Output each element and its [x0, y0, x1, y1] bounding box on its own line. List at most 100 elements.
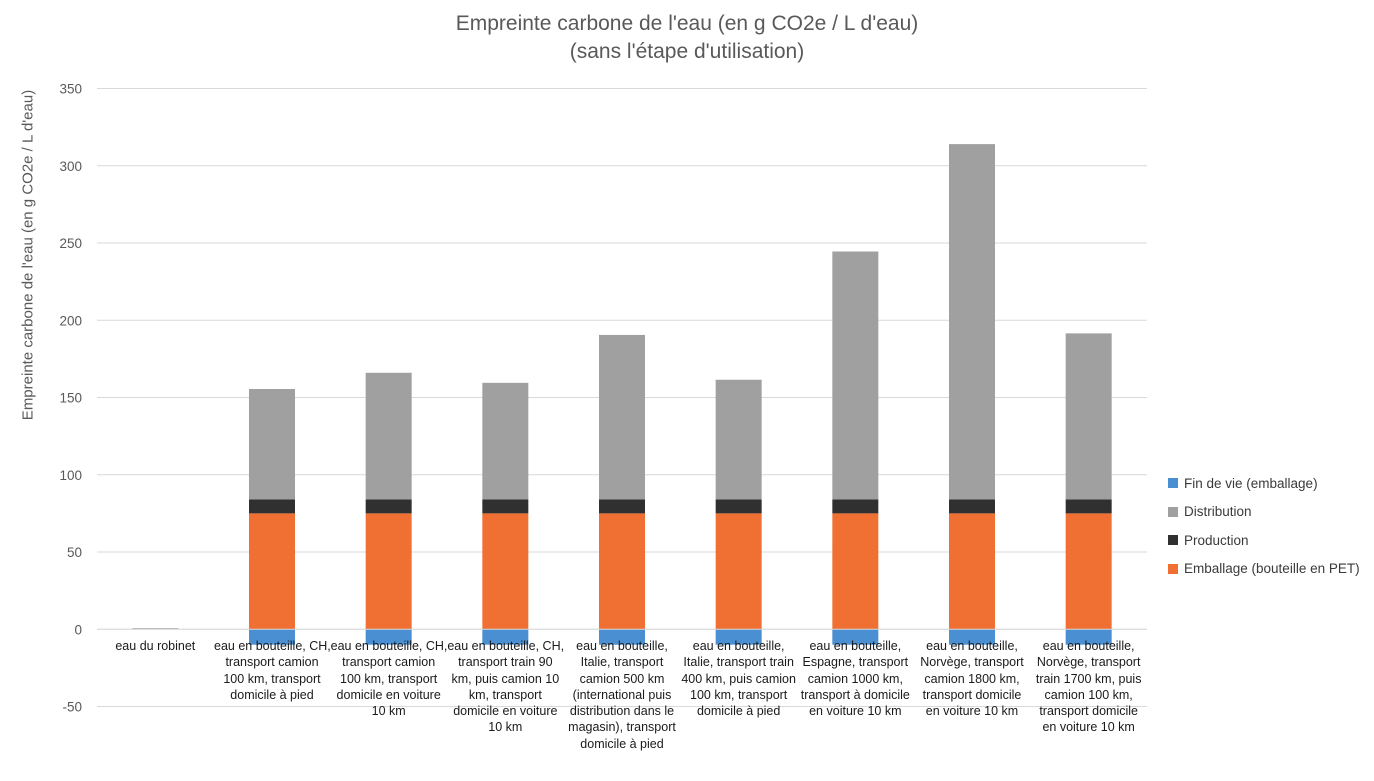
- legend: Fin de vie (emballage) Distribution Produc…: [1168, 469, 1360, 583]
- x-tick-label-line: camion 100 km,: [1044, 687, 1133, 702]
- x-tick-label: eau en bouteille, Norvège, transport camio…: [914, 638, 1030, 719]
- x-tick-label-line: transport domicile: [922, 687, 1022, 702]
- x-tick-label-line: en voiture 10 km: [809, 704, 902, 719]
- x-tick-label: eau en bouteille, Norvège, transport train…: [1031, 638, 1147, 736]
- bar-segment: [949, 513, 995, 630]
- bar-segment: [365, 629, 412, 645]
- x-tick-label-line: transport à domicile: [800, 687, 910, 702]
- legend-label: Emballage (bouteille en PET): [1184, 561, 1360, 577]
- x-tick-label: eau du robinet: [97, 638, 213, 654]
- bar-segment: [832, 513, 879, 630]
- x-tick-label-line: eau en bouteille, CH,: [214, 639, 331, 653]
- bar-segment: [365, 372, 412, 500]
- x-tick-label-line: domicile à pied: [580, 736, 664, 751]
- bar-segment: [599, 513, 645, 630]
- x-tick-label: eau en bouteille, Italie, transport camion…: [564, 638, 680, 752]
- bar-segment: [365, 499, 412, 514]
- x-tick-label-line: 100 km, transport: [690, 687, 788, 702]
- chart-title-line1: Empreinte carbone de l'eau (en g CO2e / …: [455, 12, 919, 35]
- chart-title: Empreinte carbone de l'eau (en g CO2e / …: [0, 10, 1374, 66]
- y-tick-label: 150: [59, 391, 82, 406]
- legend-item: Production: [1168, 526, 1360, 555]
- chart-subtitle: (sans l'étape d'utilisation): [569, 40, 805, 63]
- x-tick-label: eau en bouteille, CH, transport camion 100…: [214, 638, 331, 703]
- x-tick-label-line: 10 km: [371, 704, 406, 719]
- x-tick-label-line: eau du robinet: [115, 639, 196, 653]
- x-tick-label: eau en bouteille, Espagne, transport camio…: [797, 638, 913, 719]
- x-tick-label-line: Norvège, transport: [920, 655, 1024, 670]
- x-tick-label-line: 100 km, transport: [223, 671, 321, 686]
- x-tick-label-line: 100 km, transport: [340, 671, 438, 686]
- x-tick-label: eau en bouteille, CH, transport camion 100…: [331, 638, 448, 719]
- x-tick-label-line: transport camion: [225, 655, 319, 670]
- x-tick-label-line: eau en bouteille, CH,: [447, 639, 565, 653]
- bar-segment: [482, 629, 529, 645]
- x-tick-label-line: Italie, transport train: [683, 655, 794, 670]
- bar-segment: [482, 499, 529, 514]
- bar-segment: [1065, 499, 1112, 514]
- x-tick-label-line: magasin), transport: [568, 720, 676, 735]
- y-tick-label: 200: [59, 313, 82, 328]
- bar-segment: [715, 513, 762, 630]
- legend-item: Fin de vie (emballage): [1168, 469, 1360, 498]
- legend-swatch: [1168, 563, 1178, 574]
- x-tick-label-line: camion 1000 km,: [807, 671, 903, 686]
- x-tick-label: eau en bouteille, CH, transport train 90 k…: [447, 638, 565, 736]
- x-tick-label-line: Norvège, transport: [1036, 655, 1141, 670]
- x-tick-label-line: eau en bouteille,: [576, 639, 668, 653]
- x-tick-label-line: km, transport: [468, 687, 542, 702]
- x-tick-label-line: camion 500 km: [579, 671, 665, 686]
- x-tick-label: eau en bouteille, Italie, transport train…: [681, 638, 797, 719]
- x-tick-label-line: domicile à pied: [230, 687, 314, 702]
- bar-segment: [949, 629, 995, 645]
- y-tick-label: 100: [59, 468, 82, 483]
- bar-segment: [715, 629, 762, 645]
- bar-segment: [482, 382, 529, 500]
- y-tick-label: 250: [59, 236, 82, 251]
- bar-segment: [249, 629, 295, 645]
- bar-segment: [715, 499, 762, 514]
- y-tick-label: 300: [59, 159, 82, 174]
- x-tick-label-line: Espagne, transport: [802, 655, 909, 670]
- bar-segment: [1065, 629, 1112, 645]
- y-tick-label: 0: [74, 622, 82, 637]
- x-tick-label-line: Italie, transport: [580, 655, 664, 670]
- x-tick-label-line: domicile en voiture: [336, 687, 441, 702]
- x-tick-label-line: transport train 90: [458, 655, 553, 670]
- x-tick-label-line: 400 km, puis camion: [681, 671, 796, 686]
- x-tick-label-line: en voiture 10 km: [1042, 720, 1135, 735]
- x-tick-label-line: transport domicile: [1039, 704, 1138, 719]
- bar-segment: [599, 499, 645, 514]
- x-tick-label-line: distribution dans le: [569, 704, 675, 719]
- bar-segment: [599, 629, 645, 645]
- x-tick-label-line: domicile à pied: [696, 704, 781, 719]
- x-tick-label-line: en voiture 10 km: [925, 704, 1019, 719]
- x-tick-label-line: eau en bouteille,: [809, 639, 902, 653]
- legend-label: Fin de vie (emballage): [1184, 475, 1318, 491]
- bar-segment: [1065, 333, 1112, 500]
- x-tick-label-line: camion 1800 km,: [924, 671, 1020, 686]
- bar-segment: [482, 513, 529, 630]
- bar-segment: [949, 499, 995, 514]
- legend-item: Distribution: [1168, 498, 1360, 527]
- y-tick-label: 50: [67, 545, 82, 560]
- bar-segment: [599, 334, 645, 500]
- x-tick-label-line: (international puis: [572, 687, 672, 702]
- x-tick-label-line: train 1700 km, puis: [1035, 671, 1142, 686]
- x-tick-label-line: km, puis camion 10: [451, 671, 560, 686]
- bar-segment: [832, 251, 879, 500]
- legend-label: Distribution: [1184, 504, 1252, 520]
- bar-segment: [249, 513, 295, 630]
- y-tick-label: -50: [62, 700, 82, 715]
- legend-item: Emballage (bouteille en PET): [1168, 555, 1360, 584]
- bar-segment: [249, 389, 295, 500]
- bar-segment: [249, 499, 295, 514]
- x-tick-label-line: eau en bouteille,: [926, 639, 1018, 653]
- bar-segment: [832, 629, 879, 645]
- bar-segment: [832, 499, 879, 514]
- x-tick-label-line: domicile en voiture: [453, 704, 558, 719]
- y-tick-label: 350: [59, 82, 82, 97]
- x-tick-label-line: 10 km: [488, 720, 523, 735]
- bar-segment: [949, 144, 995, 500]
